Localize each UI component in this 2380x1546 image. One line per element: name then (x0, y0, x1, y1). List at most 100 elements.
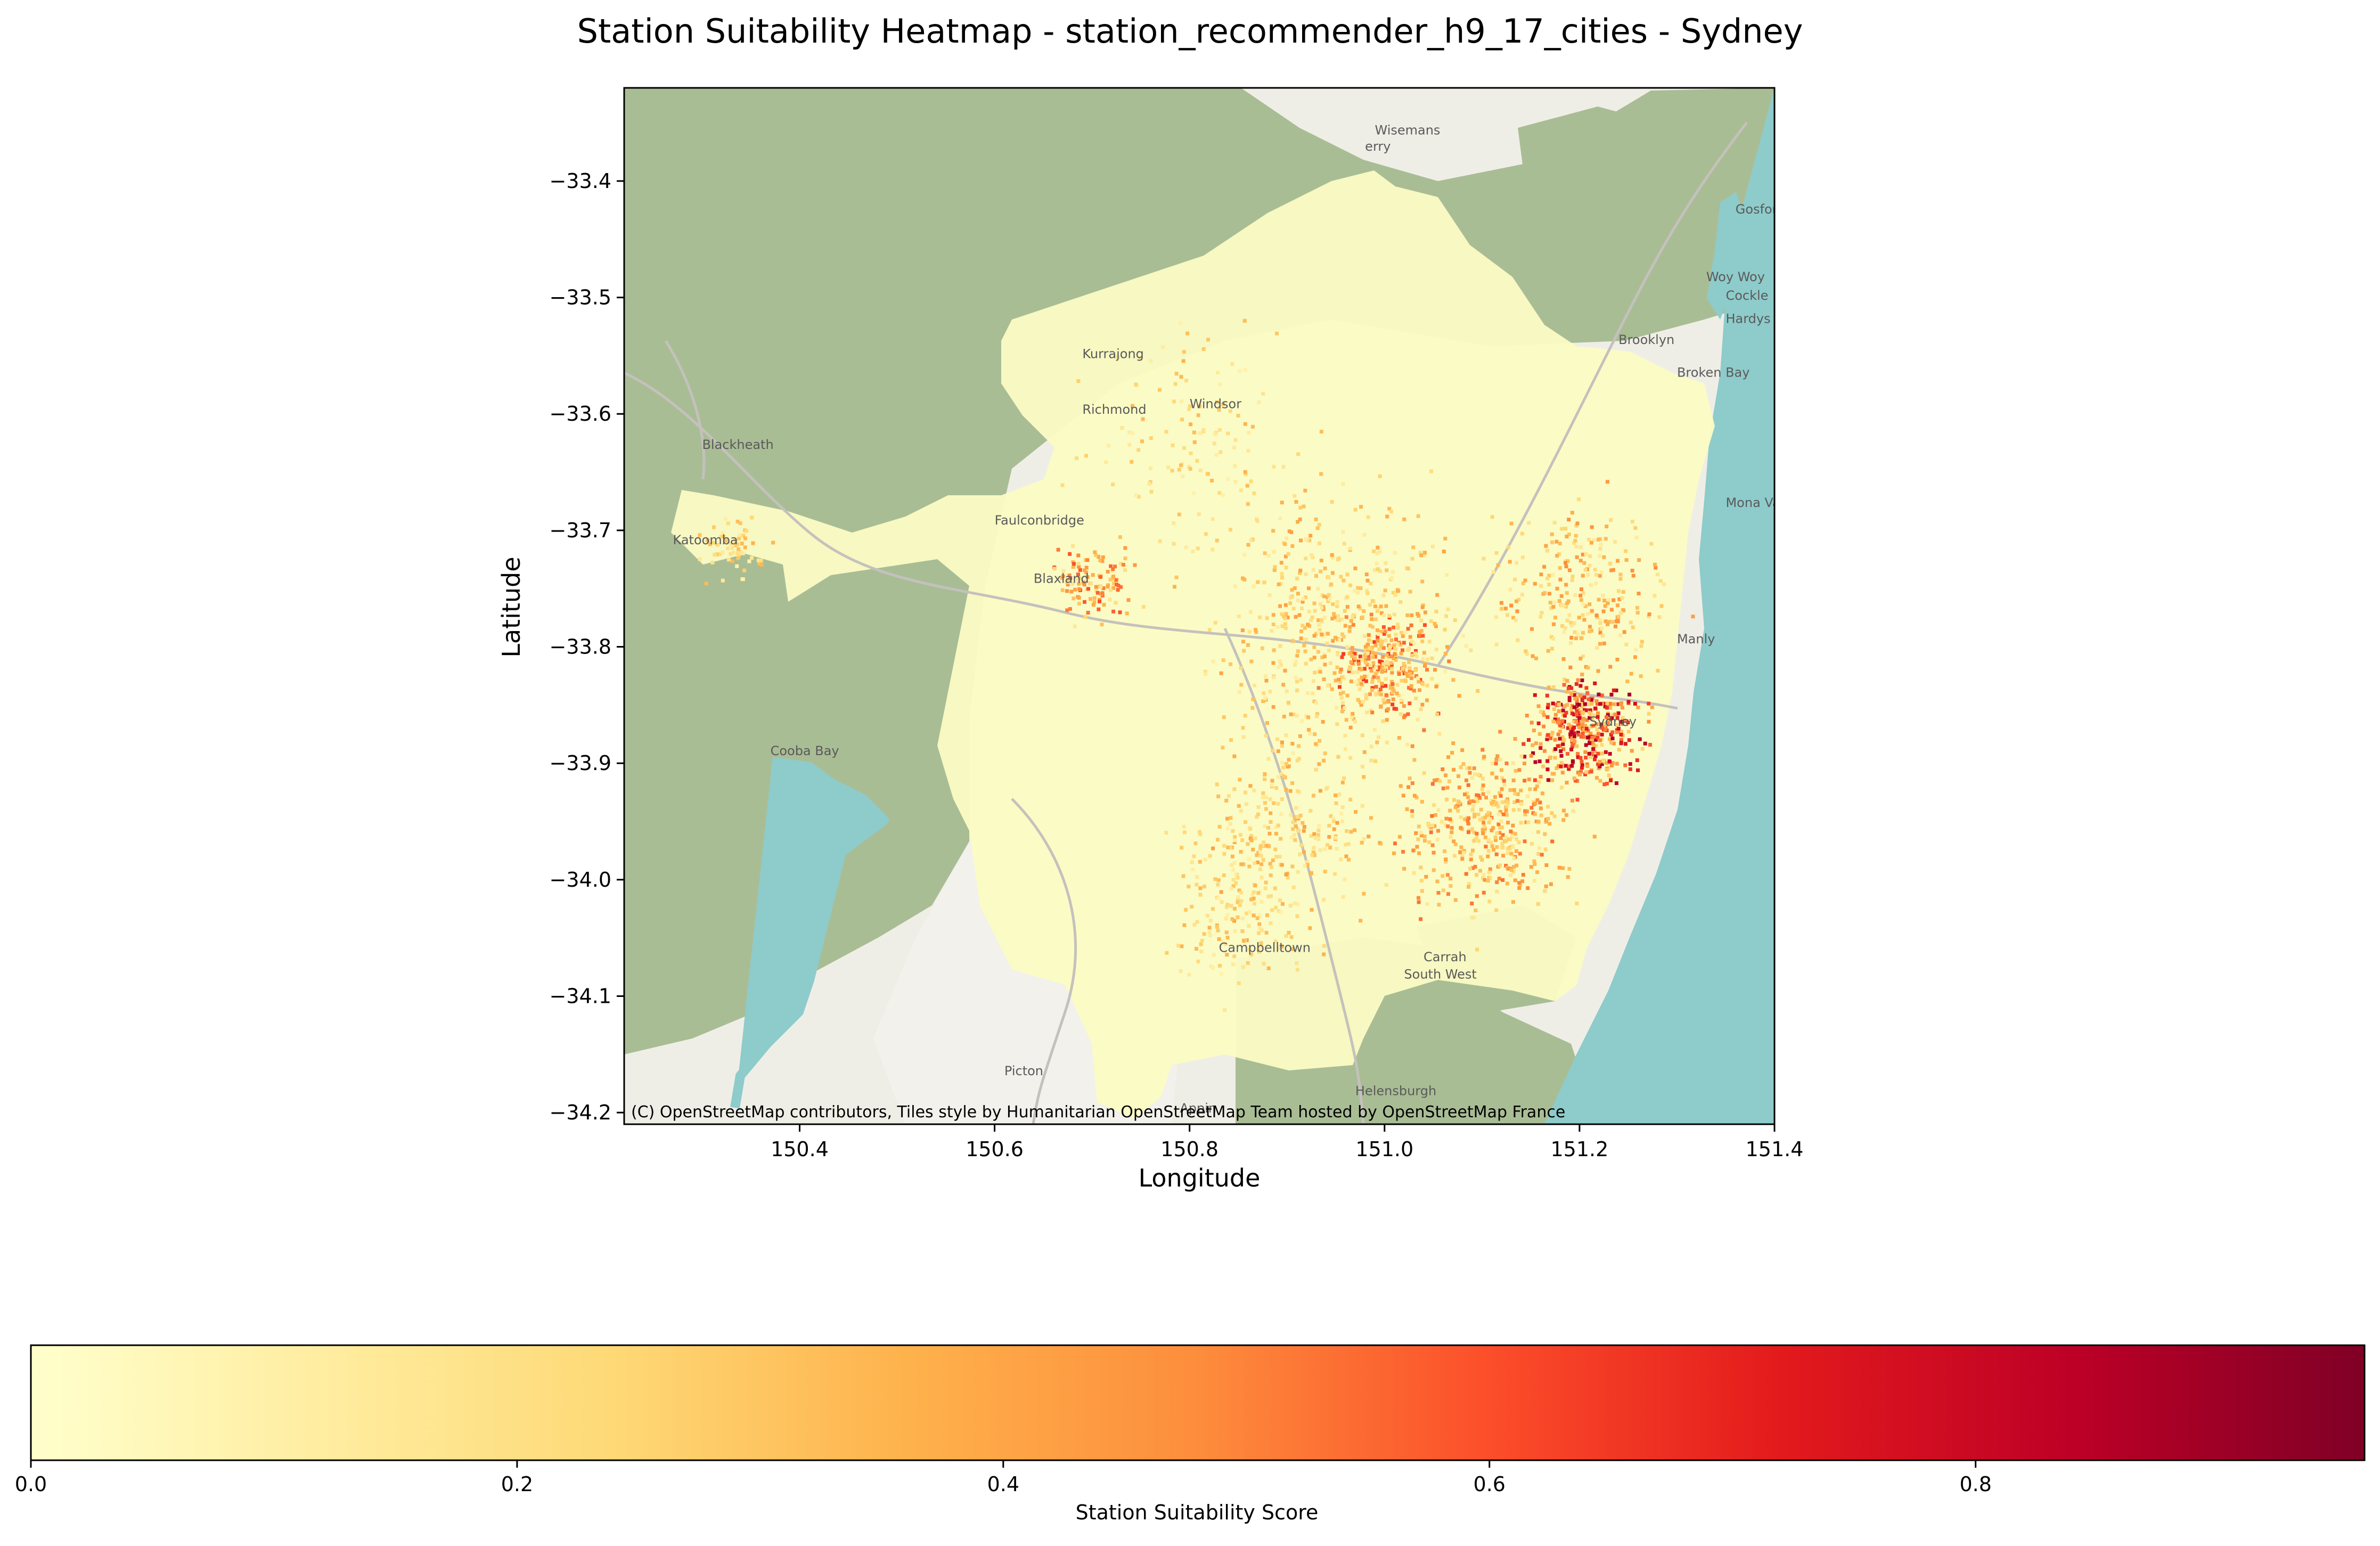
score-point (1339, 857, 1343, 862)
score-point (1206, 472, 1210, 476)
score-point (1490, 844, 1494, 848)
score-point (1573, 593, 1577, 598)
score-point (1302, 825, 1306, 829)
score-point (1571, 809, 1575, 813)
score-point (1377, 678, 1381, 683)
score-point (1606, 721, 1610, 725)
score-point (1353, 828, 1357, 832)
score-point (1312, 846, 1316, 850)
score-point (1274, 825, 1278, 829)
score-point (1499, 836, 1503, 840)
score-point (1377, 647, 1381, 651)
score-point (1263, 777, 1267, 781)
score-point (1247, 629, 1252, 634)
score-point (1594, 738, 1598, 742)
score-point (1574, 720, 1579, 724)
score-point (1580, 759, 1584, 764)
score-point (1310, 853, 1314, 857)
score-point (1289, 595, 1293, 600)
score-point (1569, 686, 1574, 690)
score-point (1437, 732, 1442, 736)
score-point (1564, 559, 1568, 562)
score-point (1295, 653, 1299, 658)
score-point (1374, 666, 1378, 670)
score-point (1253, 884, 1257, 888)
place-label: erry (1365, 139, 1391, 154)
score-point (1521, 873, 1525, 877)
score-point (1263, 801, 1267, 805)
score-point (1540, 611, 1544, 615)
score-point (1546, 805, 1550, 809)
score-point (1345, 595, 1350, 599)
score-point (1514, 769, 1518, 773)
score-point (1416, 612, 1420, 616)
score-point (1553, 747, 1558, 751)
score-point (1473, 812, 1477, 816)
score-point (1600, 762, 1604, 766)
score-point (1566, 686, 1571, 690)
score-point (1091, 573, 1095, 577)
score-point (1371, 651, 1375, 655)
score-point (1257, 945, 1261, 949)
score-point (1596, 711, 1600, 715)
score-point (1575, 902, 1579, 905)
score-point (1512, 865, 1516, 869)
score-point (1618, 577, 1623, 581)
score-point (1412, 758, 1417, 762)
score-point (1084, 454, 1088, 458)
score-point (1598, 546, 1602, 551)
score-point (1570, 578, 1574, 582)
score-point (1575, 555, 1579, 559)
y-tick-label: −33.7 (550, 519, 611, 542)
score-point (1422, 771, 1426, 775)
score-point (710, 560, 715, 565)
score-point (1319, 569, 1323, 574)
score-point (1256, 805, 1261, 809)
score-point (1467, 816, 1471, 820)
score-point (1595, 776, 1599, 780)
score-point (1333, 872, 1337, 876)
score-point (1524, 649, 1528, 653)
score-point (1304, 714, 1308, 718)
score-point (1237, 804, 1241, 808)
score-point (1558, 723, 1563, 727)
score-point (1572, 541, 1576, 545)
score-point (1435, 712, 1440, 716)
score-point (1535, 870, 1539, 874)
place-label: Broken Bay (1677, 365, 1750, 380)
score-point (1097, 554, 1101, 559)
score-point (1581, 574, 1585, 578)
score-point (1647, 701, 1651, 706)
score-point (1387, 506, 1392, 511)
score-point (1493, 835, 1498, 839)
score-point (1448, 817, 1452, 821)
score-point (1277, 909, 1281, 913)
score-point (1598, 738, 1602, 742)
score-point (1340, 632, 1344, 636)
score-point (1360, 667, 1363, 672)
score-point (1406, 567, 1410, 571)
score-point (1356, 682, 1360, 686)
score-point (1588, 629, 1592, 634)
score-point (1551, 572, 1555, 577)
score-point (1294, 500, 1298, 504)
score-point (1601, 609, 1606, 614)
score-point (1420, 800, 1424, 804)
score-point (1530, 627, 1534, 631)
score-point (1615, 715, 1620, 719)
score-point (1458, 850, 1462, 854)
score-point (1478, 817, 1482, 822)
score-point (1377, 632, 1381, 636)
score-point (1629, 620, 1633, 625)
score-point (1215, 925, 1219, 929)
score-point (1498, 863, 1502, 868)
score-point (1412, 794, 1417, 798)
score-point (1353, 656, 1357, 660)
score-point (1574, 682, 1579, 686)
score-point (1579, 734, 1583, 739)
score-point (1461, 634, 1465, 638)
score-point (729, 542, 733, 546)
score-point (1108, 598, 1112, 602)
score-point (1466, 819, 1470, 823)
